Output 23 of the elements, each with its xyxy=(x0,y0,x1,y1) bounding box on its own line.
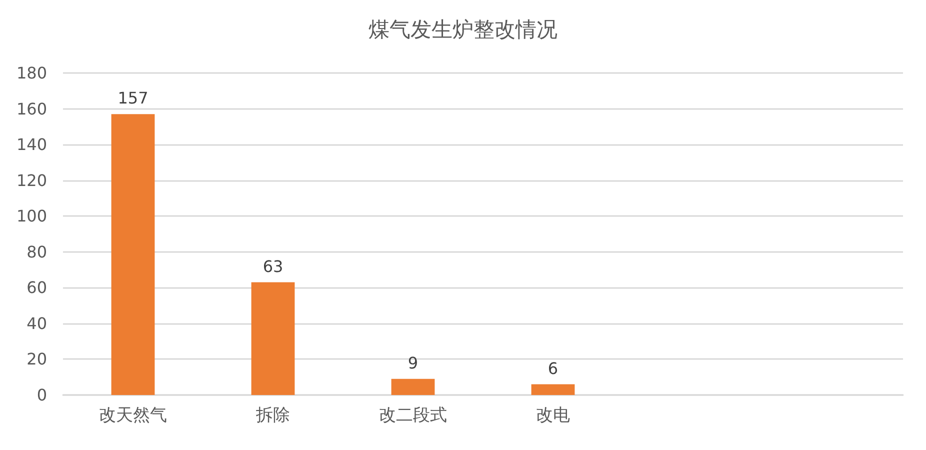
y-tick-label: 0 xyxy=(36,386,47,404)
data-label: 63 xyxy=(262,256,284,276)
x-tick-label: 改电 xyxy=(536,406,570,426)
y-tick-label: 100 xyxy=(16,206,47,226)
y-tick-label: 160 xyxy=(16,99,47,118)
y-tick-label: 60 xyxy=(26,278,47,298)
bar xyxy=(251,282,295,395)
bar xyxy=(391,378,435,395)
bar xyxy=(111,114,155,395)
y-tick-label: 20 xyxy=(26,350,47,369)
y-tick-label: 180 xyxy=(16,64,47,82)
x-tick-label: 改二段式 xyxy=(379,406,447,426)
x-tick-label: 拆除 xyxy=(255,406,290,426)
x-tick-label: 改天然气 xyxy=(99,406,167,426)
bar xyxy=(531,384,575,395)
y-tick-label: 80 xyxy=(26,242,47,262)
y-tick-label: 140 xyxy=(16,135,47,154)
data-label: 6 xyxy=(548,358,558,378)
data-label: 157 xyxy=(118,88,148,108)
y-tick-label: 40 xyxy=(26,314,47,333)
y-tick-label: 120 xyxy=(16,170,47,190)
chart-title: 煤气发生炉整改情况 xyxy=(368,18,558,42)
data-label: 9 xyxy=(408,353,418,372)
